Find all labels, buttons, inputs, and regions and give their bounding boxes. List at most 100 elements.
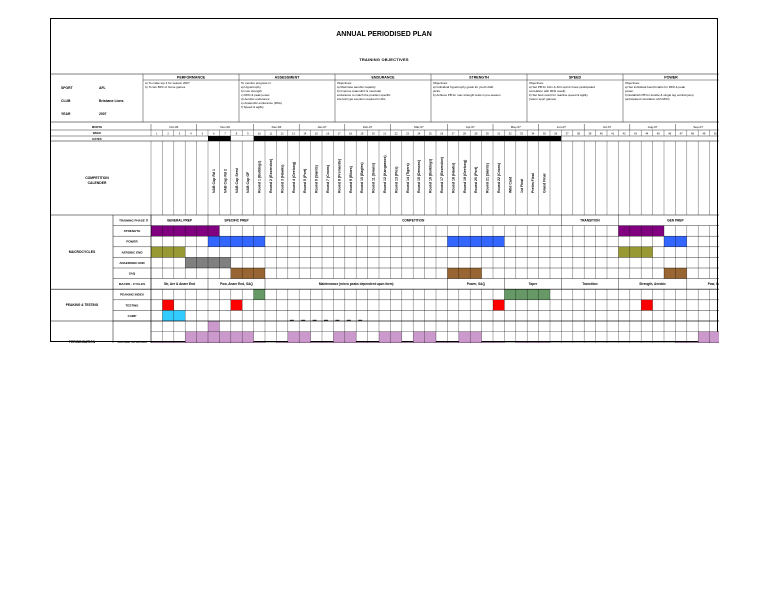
calendar-event: Round 15 (Demons) (417, 160, 421, 193)
objective-line: To monitor progress in: (241, 81, 272, 85)
macro-row-label: ANAEROBIC END (119, 261, 145, 265)
objective-line: a) Set PB for 10m & 40m sprint times (an… (529, 85, 595, 89)
week-number: 20 (372, 131, 375, 135)
objective-line: a) To make top 4 for season 2007 (145, 81, 190, 85)
page-title: ANNUAL PERIODISED PLAN (336, 31, 432, 38)
saq-block (447, 268, 482, 279)
volume-bar (470, 331, 482, 343)
week-number: 12 (281, 131, 284, 135)
week-number: 17 (338, 131, 341, 135)
macro-row-label: TRAINING PHASE (119, 219, 145, 223)
volume-bar (196, 331, 208, 343)
peaking-index-block (253, 289, 265, 300)
objective-title: ASSESSMENT (275, 76, 301, 80)
volume-bar (242, 331, 254, 343)
week-number: 46 (668, 131, 671, 135)
week-number: 35 (543, 131, 546, 135)
objective-line: power (625, 89, 633, 93)
volume-bar (436, 342, 448, 343)
training-phase: 0 (146, 219, 148, 223)
objective-line: endurance to match the position specific (337, 93, 391, 97)
training-phase: GEN PREP (667, 219, 684, 223)
training-phase: GENERAL PREP (167, 219, 193, 223)
objective-line: b) Achieve PB for max strength tests in … (433, 93, 501, 97)
week-number: 40 (600, 131, 603, 135)
week-row-label: WEEK (93, 131, 101, 135)
calendar-event: Round 21 (Saints) (486, 163, 490, 193)
training-objectives-heading: TRAINING OBJECTIVES (359, 57, 409, 62)
week-number: 5 (202, 131, 204, 135)
calendar-label: COMPETITION (85, 176, 109, 180)
calendar-label: CALENDER (88, 181, 107, 185)
week-number: 3 (179, 131, 181, 135)
week-number: 34 (531, 131, 534, 135)
week-number: 43 (634, 131, 637, 135)
volume-marker (312, 319, 317, 321)
volume-bar (333, 331, 345, 343)
info-value: Brisbane Lions (99, 99, 124, 103)
week-number: 27 (452, 131, 455, 135)
week-number: 44 (645, 131, 648, 135)
macro-cycle: Strength, Aerobic (639, 282, 666, 286)
volume-bar (299, 331, 311, 343)
testing-mark (162, 299, 174, 311)
month-label: Jul-07 (603, 125, 612, 129)
week-number: 24 (417, 131, 420, 135)
volume-bar (287, 331, 300, 343)
calendar-event: NAB Cup Semi (235, 168, 239, 193)
week-number: 45 (657, 131, 660, 135)
objective-line: b) Establish PB for double & single leg … (625, 93, 694, 97)
week-number: 41 (611, 131, 614, 135)
week-number: 50 (714, 131, 717, 135)
week-number: 26 (440, 131, 443, 135)
calendar-event: Round 9 (Blues) (349, 166, 353, 193)
volume-bar (162, 342, 174, 343)
calendar-event: Round 13 (Pies) (394, 167, 398, 193)
objective-line: b) To win 80% of home games (145, 85, 186, 89)
week-number: 10 (258, 131, 261, 135)
macro-row-label: STRENGTH (124, 229, 141, 233)
objective-line: Objectives: (433, 81, 448, 85)
volume-bar (481, 342, 493, 343)
month-label: Oct-06 (169, 125, 178, 129)
calendar-event: Round 17 (Essendon) (440, 157, 444, 193)
week-number: 38 (577, 131, 580, 135)
month-label: Feb-07 (363, 125, 373, 129)
macro-cycle: Transition (582, 282, 597, 286)
volume-bar (173, 342, 186, 343)
calendar-event: Round 3 (Hawks) (280, 165, 284, 193)
volume-bar (538, 342, 550, 343)
calendar-event: NAB Cup Rd 2 (223, 169, 227, 193)
objective-line: b) Improve anaerobic & muscular (337, 89, 381, 93)
objective-line: correlation with RFD result) (529, 89, 565, 93)
calendar-event: Round 6 (Saints) (315, 165, 319, 193)
calendar-event: Round 20 (Port) (474, 167, 478, 193)
volume-bar (515, 342, 528, 343)
training-phase: SPECIFIC PREP (224, 219, 249, 223)
peaking-row-label: TESTING (125, 303, 139, 307)
week-number: 14 (303, 131, 306, 135)
calendar-event: Round 18 (Hawks) (451, 163, 455, 193)
volume-bar (276, 342, 288, 343)
week-number: 29 (474, 131, 477, 135)
volume-bar (458, 331, 471, 343)
week-number: 23 (406, 131, 409, 135)
dates-row-label: DATES (92, 137, 101, 141)
objective-line: e) Anaerobic endurance (RSA) (241, 101, 282, 105)
calendar-event: Round 22 (Crows) (497, 163, 501, 193)
volume-marker (358, 319, 363, 321)
week-number: 8 (236, 131, 238, 135)
week-number: 42 (623, 131, 626, 135)
objective-title: POWER (664, 76, 678, 80)
calendar-event: NAB Cup GF (246, 171, 250, 193)
week-number: 13 (292, 131, 295, 135)
calendar-event: Round 16 (Bulldogs) (429, 159, 433, 193)
volume-bar (310, 342, 322, 343)
volume-label: VOLUME (STR/POW) (117, 340, 147, 343)
objective-title: STRENGTH (469, 76, 489, 80)
calendar-event: Round 1 (Bulldogs) (258, 161, 262, 193)
week-number: 49 (702, 131, 705, 135)
week-number: 39 (588, 131, 591, 135)
info-value: AFL (99, 86, 106, 90)
calendar-event: NAB Cup Rd 1 (212, 169, 216, 193)
